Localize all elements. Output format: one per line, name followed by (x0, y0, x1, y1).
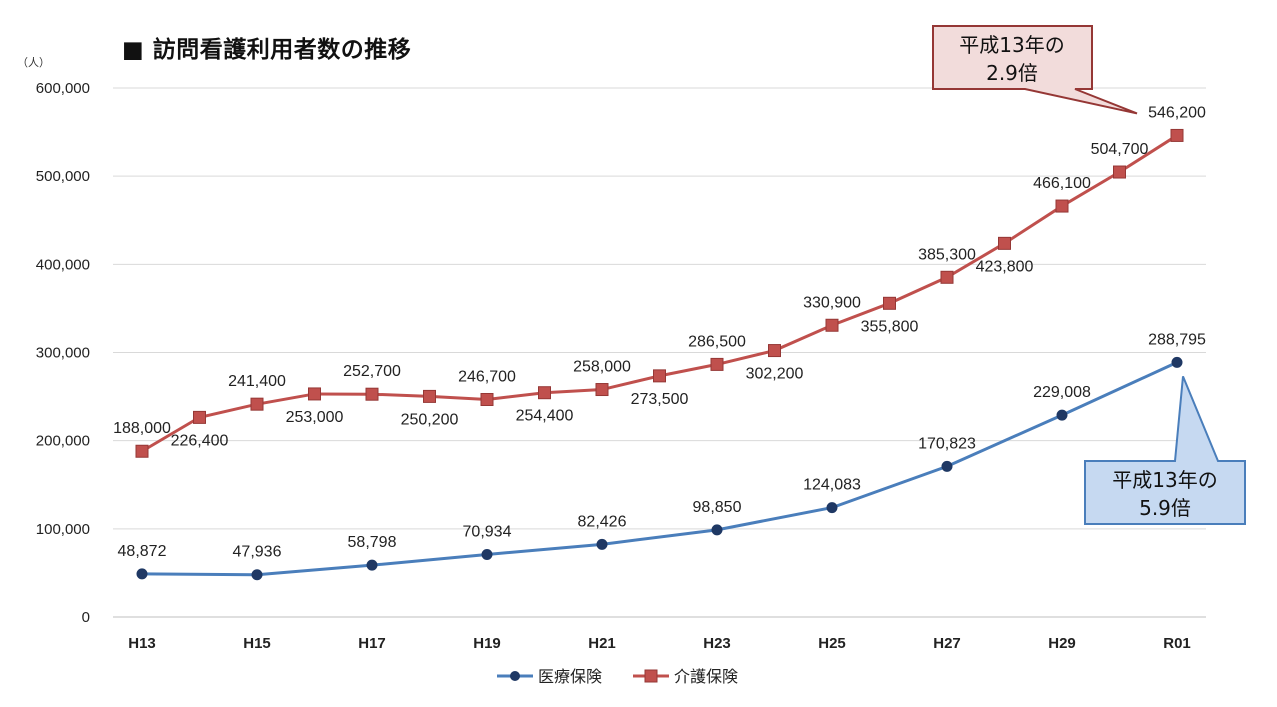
legend-label-iryo: 医療保険 (538, 667, 602, 686)
data-point-iryo (596, 538, 608, 550)
data-point-kaigo (1055, 199, 1069, 213)
data-label-iryo: 58,798 (348, 534, 397, 551)
data-point-iryo (481, 548, 493, 560)
data-label-iryo: 98,850 (693, 499, 742, 516)
data-label-kaigo: 252,700 (343, 363, 401, 380)
data-label-iryo: 82,426 (578, 513, 627, 530)
data-label-kaigo: 258,000 (573, 359, 631, 376)
x-tick-label: H21 (588, 635, 616, 652)
data-label-kaigo: 355,800 (861, 318, 919, 335)
data-label-kaigo: 241,400 (228, 373, 286, 390)
data-point-kaigo (423, 389, 436, 403)
data-point-kaigo (998, 236, 1011, 250)
data-label-iryo: 124,083 (803, 477, 861, 494)
x-tick-label: R01 (1163, 635, 1191, 652)
data-point-kaigo (250, 397, 264, 411)
x-tick-label: H15 (243, 635, 271, 652)
data-label-kaigo: 246,700 (458, 368, 516, 385)
data-point-kaigo (768, 344, 781, 358)
data-label-kaigo: 226,400 (171, 432, 229, 449)
callout-iryo-line2: 5.9倍 (1139, 496, 1191, 520)
data-point-iryo (136, 568, 148, 580)
data-point-kaigo (825, 318, 839, 332)
data-label-kaigo: 286,500 (688, 333, 746, 350)
data-label-iryo: 70,934 (463, 523, 512, 540)
x-tick-label: H29 (1048, 635, 1076, 652)
legend-marker-iryo (510, 671, 520, 681)
data-label-kaigo: 273,500 (631, 391, 689, 408)
data-point-kaigo (883, 296, 896, 310)
x-tick-label: H19 (473, 635, 501, 652)
data-labels: 48,872 47,936 58,798 70,934 82,426 98,850 124,… (113, 104, 1206, 560)
y-tick-label: 500,000 (36, 168, 90, 185)
data-point-kaigo (1170, 128, 1184, 142)
y-tick-label: 600,000 (36, 80, 90, 97)
data-point-kaigo (365, 387, 379, 401)
data-point-iryo (251, 569, 263, 581)
data-label-kaigo: 504,700 (1091, 141, 1149, 158)
y-tick-label: 200,000 (36, 433, 90, 450)
legend-marker-kaigo (644, 669, 658, 683)
data-label-kaigo: 466,100 (1033, 175, 1091, 192)
data-label-kaigo: 188,000 (113, 420, 171, 437)
data-label-iryo: 229,008 (1033, 384, 1091, 401)
data-point-iryo (711, 524, 723, 536)
data-label-kaigo: 254,400 (516, 408, 574, 425)
data-point-kaigo (480, 392, 494, 406)
data-point-iryo (941, 460, 953, 472)
y-axis-ticks: 0 100,000 200,000 300,000 400,000 500,000 600,… (36, 80, 90, 626)
legend-label-kaigo: 介護保険 (674, 667, 738, 686)
data-point-iryo (366, 559, 378, 571)
data-point-kaigo (940, 270, 954, 284)
y-tick-label: 300,000 (36, 345, 90, 362)
data-point-kaigo (1113, 165, 1126, 179)
data-label-iryo: 170,823 (918, 435, 976, 452)
x-tick-label: H13 (128, 635, 156, 652)
chart-title: ■ 訪問看護利用者数の推移 (122, 37, 412, 63)
legend: 医療保険 介護保険 (497, 667, 738, 686)
callout-kaigo-box (932, 25, 1138, 115)
y-tick-label: 100,000 (36, 521, 90, 538)
data-point-kaigo (308, 387, 321, 401)
x-tick-label: H27 (933, 635, 961, 652)
y-axis-unit: （人） (17, 56, 50, 69)
data-point-iryo (1171, 356, 1183, 368)
data-label-kaigo: 302,200 (746, 366, 804, 383)
data-point-kaigo (710, 357, 724, 371)
x-tick-label: H17 (358, 635, 386, 652)
data-label-kaigo: 385,300 (918, 246, 976, 263)
data-label-kaigo: 423,800 (976, 258, 1034, 275)
callout-kaigo-line1: 平成13年の (959, 33, 1064, 57)
callout-kaigo-line2: 2.9倍 (986, 61, 1038, 85)
data-label-iryo: 48,872 (118, 543, 167, 560)
data-point-iryo (826, 502, 838, 514)
data-point-iryo (1056, 409, 1068, 421)
callout-iryo-box (1084, 375, 1246, 525)
data-point-kaigo (595, 383, 609, 397)
y-tick-label: 400,000 (36, 256, 90, 273)
data-label-iryo: 47,936 (233, 544, 282, 561)
data-label-kaigo: 330,900 (803, 294, 861, 311)
data-point-kaigo (193, 410, 206, 424)
data-label-kaigo: 250,200 (401, 411, 459, 428)
data-point-kaigo (538, 386, 551, 400)
x-tick-label: H23 (703, 635, 731, 652)
data-point-kaigo (135, 444, 149, 458)
series-group (135, 128, 1184, 581)
data-label-iryo: 288,795 (1148, 331, 1206, 348)
callout-iryo-line1: 平成13年の (1112, 468, 1217, 492)
x-axis-ticks: H13 H15 H17 H19 H21 H23 H25 H27 H29 R01 (128, 635, 1191, 652)
data-label-kaigo: 253,000 (286, 409, 344, 426)
y-tick-label: 0 (82, 609, 90, 626)
data-point-kaigo (653, 369, 666, 383)
data-label-kaigo: 546,200 (1148, 104, 1206, 121)
series-line-iryo (141, 361, 1178, 577)
x-tick-label: H25 (818, 635, 846, 652)
